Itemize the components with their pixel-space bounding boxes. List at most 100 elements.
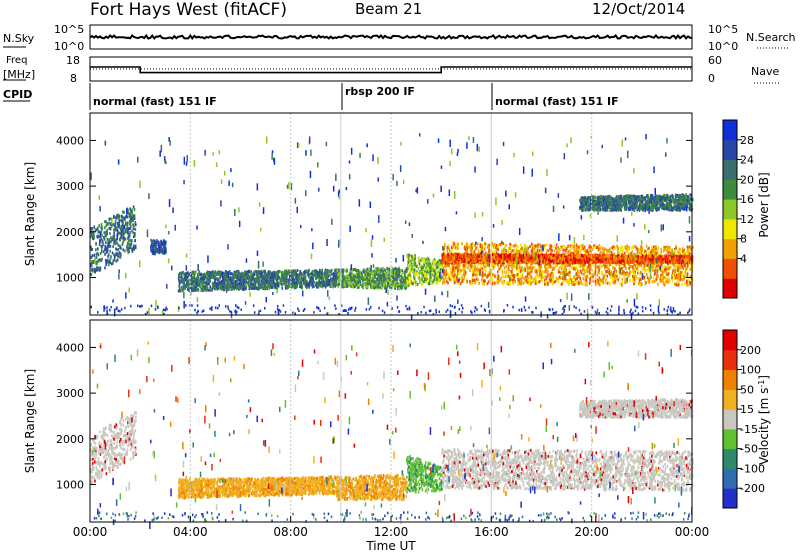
power-cell: [182, 271, 184, 274]
power-cell: [211, 271, 213, 274]
power-cell: [282, 273, 284, 276]
power-cell: [129, 245, 131, 248]
power-cell: [331, 277, 333, 280]
power-cell: [207, 272, 209, 275]
power-cell: [112, 245, 114, 248]
power-cell: [434, 270, 436, 273]
power-cell: [436, 278, 438, 281]
power-cell: [292, 283, 294, 286]
power-cell: [410, 282, 412, 285]
power-cell: [284, 281, 286, 284]
power-cell: [95, 248, 97, 251]
power-cell: [232, 286, 234, 289]
power-cell: [114, 255, 116, 258]
power-cell: [405, 269, 407, 272]
power-cell: [374, 276, 376, 279]
power-cell: [248, 283, 250, 286]
freq-trace: [90, 67, 692, 73]
power-cell: [249, 275, 251, 278]
power-cell: [255, 270, 257, 273]
power-cell: [118, 232, 120, 235]
nave-tick-60: 60: [708, 54, 722, 67]
power-cell: [397, 278, 399, 281]
power-cell: [130, 242, 132, 245]
power-cell: [271, 286, 273, 289]
power-cell: [351, 277, 353, 280]
power-cell: [423, 280, 425, 283]
power-cell: [253, 278, 255, 281]
power-cell: [246, 278, 248, 281]
power-cell: [428, 278, 430, 281]
power-cell: [126, 227, 128, 230]
power-cell: [359, 270, 361, 273]
power-cell: [304, 270, 306, 273]
power-cell: [96, 261, 98, 264]
power-cell: [311, 282, 313, 285]
power-cell: [388, 271, 390, 274]
power-cell: [363, 282, 365, 285]
power-cell: [436, 282, 438, 285]
power-cell: [423, 271, 425, 274]
power-cell: [122, 222, 124, 225]
power-cell: [126, 215, 128, 218]
power-cell: [356, 278, 358, 281]
power-cell: [199, 285, 201, 288]
power-cell: [161, 247, 163, 250]
power-cell: [105, 241, 107, 244]
power-cell: [215, 279, 217, 282]
power-cell: [412, 282, 414, 285]
power-cell: [405, 287, 407, 290]
power-cell: [179, 287, 181, 290]
freq-label: Freq: [6, 55, 27, 66]
power-cell: [119, 245, 121, 248]
power-cell: [200, 281, 202, 284]
power-cell: [110, 245, 112, 248]
power-cell: [197, 273, 199, 276]
power-cell: [234, 272, 236, 275]
power-cell: [246, 285, 248, 288]
power-cell: [154, 252, 156, 255]
power-cell: [336, 272, 338, 275]
power-cell: [329, 274, 331, 277]
power-cell: [264, 287, 266, 290]
power-cell: [165, 251, 167, 254]
power-cell: [209, 275, 211, 278]
power-cell: [300, 272, 302, 275]
power-cell: [132, 219, 134, 222]
power-cell: [681, 283, 683, 286]
power-cell: [101, 234, 103, 237]
power-cell: [236, 271, 238, 274]
noise-trace: [90, 36, 692, 39]
power-cell: [375, 285, 377, 288]
power-cell: [334, 273, 336, 276]
power-cell: [125, 238, 127, 241]
power-cell: [400, 280, 402, 283]
power-cell: [186, 273, 188, 276]
power-cell: [421, 282, 423, 285]
power-cell: [199, 280, 201, 283]
power-cell: [122, 243, 124, 246]
power-cell: [107, 255, 109, 258]
power-cell: [210, 279, 212, 282]
power-cell: [93, 236, 95, 239]
power-cell: [382, 270, 384, 273]
power-cell: [392, 275, 394, 278]
power-cell: [109, 241, 111, 244]
power-cell: [431, 273, 433, 276]
power-cell: [369, 274, 371, 277]
power-cell: [377, 285, 379, 288]
power-cell: [127, 245, 129, 248]
cpid-segment-2: rbsp 200 IF: [345, 85, 415, 98]
power-cell: [110, 227, 112, 230]
power-cell: [281, 279, 283, 282]
power-cell: [294, 286, 296, 289]
power-cell: [212, 276, 214, 279]
power-cell: [185, 278, 187, 281]
power-cell: [95, 270, 97, 273]
power-cell: [97, 228, 99, 231]
power-cell: [364, 283, 366, 286]
power-cell: [277, 283, 279, 286]
power-cell: [381, 287, 383, 290]
power-cell: [188, 282, 190, 285]
power-cell: [191, 283, 193, 286]
